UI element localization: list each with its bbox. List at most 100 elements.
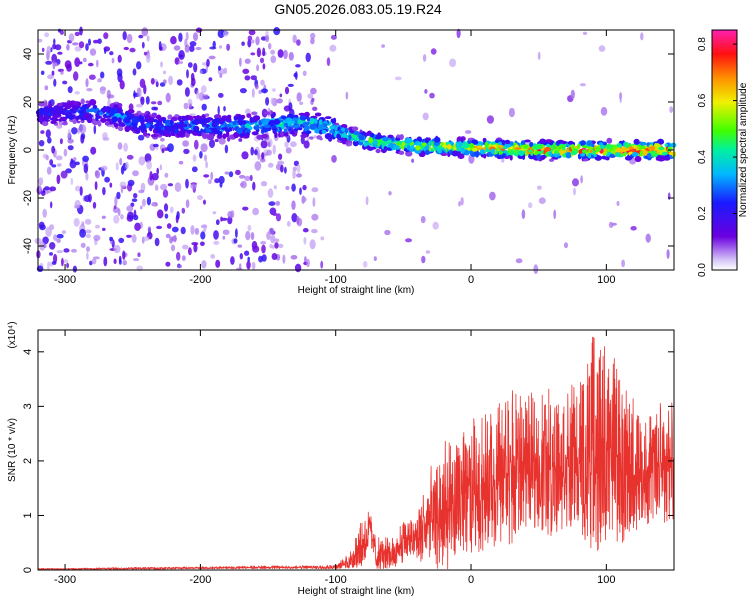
spectrogram-noise-blob — [199, 151, 203, 159]
spectrogram-noise-blob — [159, 46, 163, 51]
spectrogram-noise-blob — [101, 215, 106, 219]
spectrogram-noise-blob — [621, 259, 625, 268]
spectrogram-noise-blob — [164, 172, 169, 178]
spectrogram-noise-blob — [201, 103, 207, 111]
spectrogram-ridge-blob — [368, 137, 374, 144]
spectrogram-noise-blob — [214, 138, 219, 143]
spectrogram-ridge-blob — [78, 110, 85, 114]
spectrogram-noise-blob — [133, 209, 137, 218]
spectrogram-ridge-blob — [244, 128, 251, 135]
spectrogram-noise-blob — [79, 124, 87, 134]
spectrogram-noise-blob — [109, 236, 113, 242]
spectrogram-noise-blob — [92, 201, 97, 209]
spectrogram-noise-blob — [101, 165, 108, 171]
spectrogram-noise-blob — [311, 213, 319, 221]
spectrogram-noise-blob — [299, 187, 302, 195]
spectrogram-ridge-blob — [42, 121, 49, 127]
spectrogram-ridge-blob — [649, 150, 657, 157]
spectrogram-noise-blob — [213, 240, 220, 245]
spectrogram-ridge-blob — [556, 140, 563, 144]
spectrogram-noise-blob — [186, 69, 189, 79]
spectrogram-noise-blob — [157, 100, 163, 106]
spectrogram-noise-blob — [183, 148, 190, 155]
spectrogram-noise-blob — [85, 233, 92, 239]
spectrogram-ridge-blob — [476, 145, 482, 149]
spectrogram-noise-blob — [59, 30, 64, 35]
spectrogram-noise-blob — [311, 228, 318, 234]
spectrogram-ridge-blob — [114, 123, 119, 128]
spectrogram-ridge-blob — [622, 147, 631, 152]
spectrogram-noise-blob — [131, 234, 137, 243]
spectrogram-noise-blob — [182, 140, 190, 147]
spectrogram-noise-blob — [170, 244, 176, 252]
spectrogram-ridge-blob — [536, 145, 544, 149]
colorbar-tick-label: 0.6 — [697, 93, 708, 107]
spectrogram-noise-blob — [151, 173, 159, 181]
spectrogram-ridge-blob — [457, 140, 462, 147]
spectrogram-noise-blob — [193, 32, 198, 41]
spectrogram-noise-blob — [155, 202, 158, 207]
spectrogram-noise-blob — [275, 200, 281, 206]
spectrogram-noise-blob — [310, 87, 317, 95]
spectrogram-ridge-blob — [113, 104, 119, 109]
spectrogram-ridge-blob — [159, 130, 165, 135]
spectrogram-noise-blob — [49, 159, 54, 166]
spectrogram-noise-blob — [223, 106, 226, 112]
spectrogram-noise-blob — [248, 29, 256, 36]
spectrogram-ridge-blob — [206, 124, 210, 128]
spectrogram-noise-blob — [95, 170, 100, 179]
spectrogram-noise-blob — [178, 160, 184, 165]
spectrogram-noise-blob — [67, 129, 71, 139]
spectrogram-ridge-blob — [663, 156, 671, 161]
spectrogram-noise-blob — [189, 41, 197, 47]
spectrogram-noise-blob — [291, 213, 298, 223]
y-tick-label: 3 — [22, 403, 34, 409]
spectrogram-noise-blob — [154, 237, 160, 247]
spectrogram-noise-blob — [138, 156, 146, 166]
spectrogram-noise-blob — [272, 144, 276, 155]
spectrogram-ridge-blob — [528, 149, 533, 153]
spectrogram-noise-blob — [116, 191, 121, 200]
spectrogram-noise-blob — [109, 182, 113, 188]
spectrogram-ridge-blob — [462, 142, 470, 149]
snr-marks — [37, 336, 675, 570]
spectrogram-noise-blob — [162, 70, 167, 75]
spectrogram-ridge-blob — [72, 118, 77, 125]
spectrogram-noise-blob — [214, 178, 220, 184]
spectrogram-noise-blob — [294, 71, 298, 80]
spectrogram-noise-blob — [303, 237, 307, 245]
spectrogram-ridge-blob — [47, 107, 52, 113]
spectrogram-noise-blob — [133, 193, 138, 199]
spectrogram-noise-blob — [118, 259, 122, 265]
spectrogram-ridge-blob — [341, 138, 347, 145]
spectrogram-noise-blob — [235, 228, 238, 239]
spectrogram-noise-blob — [97, 78, 102, 83]
spectrogram-noise-blob — [260, 241, 267, 245]
spectrogram-noise-blob — [137, 87, 142, 98]
spectrogram-ridge-blob — [667, 146, 671, 153]
spectrogram-noise-blob — [141, 41, 145, 49]
spectrogram-noise-blob — [74, 57, 81, 68]
spectrogram-ridge-blob — [648, 146, 656, 150]
spectrogram-noise-blob — [165, 92, 171, 103]
spectrogram-noise-blob — [619, 98, 622, 103]
spectrogram-noise-blob — [194, 227, 200, 235]
spectrogram-noise-blob — [122, 250, 126, 260]
spectrogram-noise-blob — [197, 195, 203, 201]
spectrogram-ridge-blob — [61, 108, 68, 112]
spectrogram-noise-blob — [159, 164, 162, 171]
spectrogram-noise-blob — [312, 197, 316, 208]
spectrogram-noise-blob — [630, 226, 637, 231]
spectrogram-noise-blob — [86, 88, 93, 92]
spectrogram-noise-blob — [261, 152, 265, 160]
spectrogram-noise-blob — [394, 76, 402, 81]
spectrogram-noise-blob — [51, 70, 55, 76]
spectrogram-noise-blob — [251, 39, 255, 44]
spectrogram-ridge-blob — [299, 115, 307, 121]
x-tick-label: 0 — [468, 574, 474, 586]
spectrogram-ridge-blob — [50, 120, 57, 125]
spectrogram-ridge-blob — [86, 116, 93, 124]
spectrogram-noise-blob — [60, 170, 68, 179]
spectrogram-noise-blob — [310, 32, 316, 40]
